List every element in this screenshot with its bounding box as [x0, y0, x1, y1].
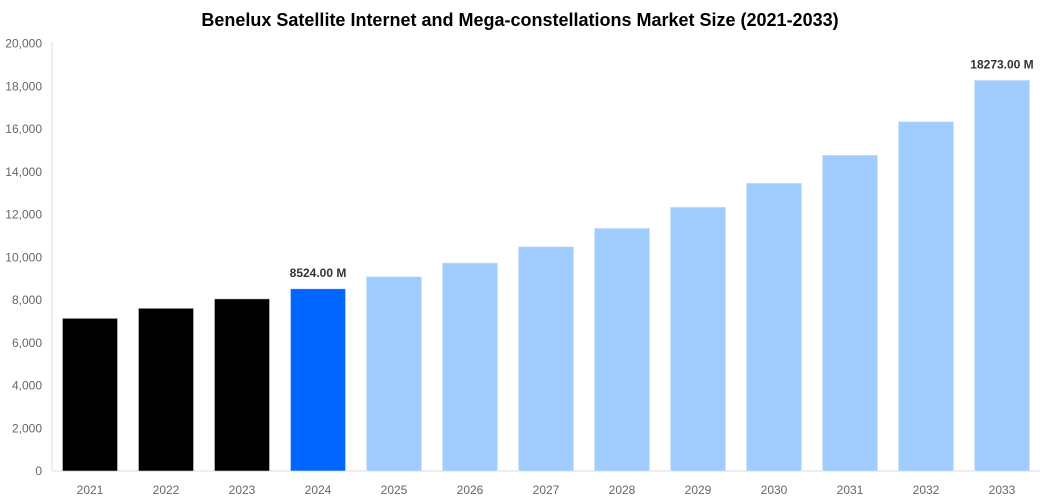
- x-tick-label: 2028: [609, 483, 636, 497]
- y-tick-label: 4,000: [12, 379, 42, 393]
- y-tick-label: 20,000: [5, 37, 42, 51]
- bar-2033: [974, 80, 1030, 472]
- x-tick-label: 2025: [381, 483, 408, 497]
- x-tick-label: 2031: [837, 483, 864, 497]
- bar-2021: [62, 318, 118, 472]
- x-tick-label: 2023: [229, 483, 256, 497]
- x-tick-label: 2033: [989, 483, 1016, 497]
- bar-2026: [442, 262, 498, 472]
- chart-title: Benelux Satellite Internet and Mega-cons…: [201, 10, 839, 30]
- x-tick-label: 2029: [685, 483, 712, 497]
- bar-2023: [214, 298, 270, 472]
- x-tick-label: 2027: [533, 483, 560, 497]
- y-tick-label: 8,000: [12, 293, 42, 307]
- y-tick-label: 16,000: [5, 122, 42, 136]
- y-tick-label: 0: [35, 464, 42, 478]
- data-label-2024: 8524.00 M: [290, 266, 347, 280]
- bar-2025: [366, 276, 422, 472]
- x-tick-label: 2032: [913, 483, 940, 497]
- bar-2032: [898, 121, 954, 472]
- bar-2030: [746, 182, 802, 472]
- y-tick-label: 18,000: [5, 79, 42, 93]
- bar-2028: [594, 228, 650, 472]
- x-tick-label: 2021: [77, 483, 104, 497]
- data-label-2033: 18273.00 M: [970, 57, 1033, 71]
- y-tick-label: 2,000: [12, 421, 42, 435]
- bar-2031: [822, 154, 878, 472]
- bar-2022: [138, 308, 194, 472]
- bar-2027: [518, 246, 574, 472]
- x-tick-label: 2030: [761, 483, 788, 497]
- x-tick-label: 2024: [305, 483, 332, 497]
- y-tick-label: 6,000: [12, 336, 42, 350]
- y-tick-label: 14,000: [5, 165, 42, 179]
- x-tick-label: 2026: [457, 483, 484, 497]
- y-tick-label: 12,000: [5, 208, 42, 222]
- y-tick-label: 10,000: [5, 250, 42, 264]
- x-tick-label: 2022: [153, 483, 180, 497]
- bar-2029: [670, 206, 726, 472]
- bar-2024: [290, 288, 346, 472]
